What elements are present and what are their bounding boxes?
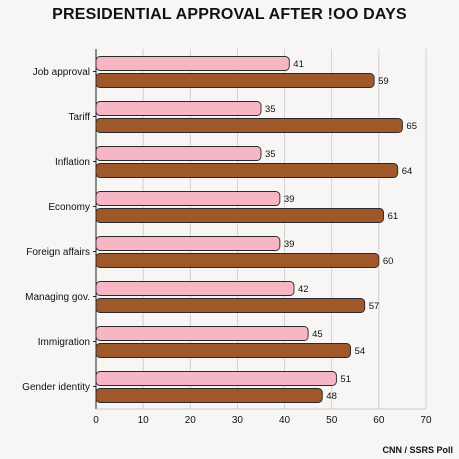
bar-series-b [95, 163, 399, 178]
x-tick-label: 70 [420, 415, 432, 426]
data-label: 35 [265, 149, 276, 160]
data-label: 45 [312, 329, 323, 340]
x-tick-label: 10 [138, 415, 150, 426]
category-label: Inflation [55, 157, 90, 168]
bar-series-b [95, 253, 380, 268]
bar-series-a [95, 56, 290, 71]
category-label: Tariff [69, 112, 91, 123]
bar-series-b [95, 343, 352, 358]
data-label: 51 [340, 374, 351, 385]
x-tick-label: 0 [93, 415, 99, 426]
data-label: 39 [284, 239, 295, 250]
bar-series-b [95, 118, 403, 133]
data-label: 54 [355, 346, 366, 357]
data-label: 35 [265, 104, 276, 115]
bar-series-a [95, 101, 262, 116]
bars-group [95, 56, 403, 403]
bar-series-a [95, 371, 337, 386]
bar-series-b [95, 73, 375, 88]
data-label: 41 [293, 59, 304, 70]
bar-series-a [95, 326, 309, 341]
x-tick-label: 50 [326, 415, 338, 426]
data-label: 65 [406, 121, 417, 132]
bar-series-a [95, 236, 281, 251]
bar-series-a [95, 281, 295, 296]
category-label: Foreign affairs [26, 247, 90, 258]
x-tick-label: 30 [232, 415, 244, 426]
bar-series-a [95, 146, 262, 161]
category-label: Job approval [33, 67, 90, 78]
data-label: 61 [388, 211, 399, 222]
bar-series-a [95, 191, 281, 206]
bar-series-b [95, 298, 366, 313]
source-note: CNN / SSRS Poll [382, 445, 453, 455]
category-label: Economy [48, 202, 90, 213]
category-label: Gender identity [22, 382, 90, 393]
data-label: 57 [369, 301, 380, 312]
bar-series-b [95, 388, 323, 403]
data-label: 60 [383, 256, 394, 267]
data-label: 48 [326, 391, 337, 402]
bar-series-b [95, 208, 385, 223]
x-tick-label: 20 [185, 415, 197, 426]
labels-group: 0 10 20 30 40 50 60 70 Job approval 41 59 Tariff 35 6… [22, 59, 432, 426]
category-label: Immigration [38, 337, 90, 348]
data-label: 64 [402, 166, 413, 177]
data-label: 39 [284, 194, 295, 205]
data-label: 42 [298, 284, 309, 295]
data-label: 59 [378, 76, 389, 87]
category-label: Managing gov. [25, 292, 90, 303]
x-tick-label: 60 [373, 415, 385, 426]
chart-title: PRESIDENTIAL APPROVAL AFTER !OO DAYS [52, 6, 407, 23]
x-tick-label: 40 [279, 415, 291, 426]
